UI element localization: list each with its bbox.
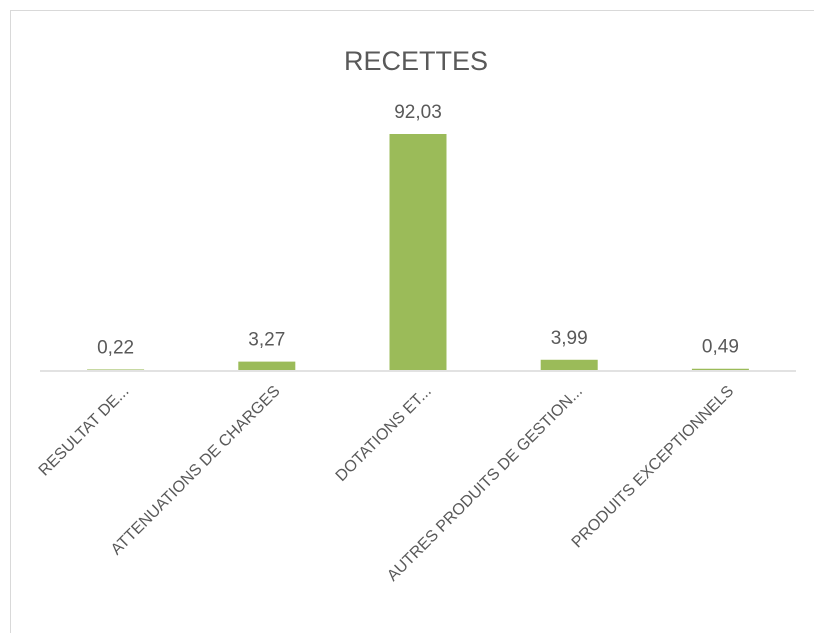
value-labels-layer: 0,22 3,27 92,03 3,99 0,49: [97, 102, 739, 358]
data-label-4: 3,99: [551, 328, 588, 349]
data-label-2: 3,27: [248, 330, 285, 351]
x-tick-label-1: RESULTAT DE...: [36, 383, 133, 480]
tick-labels-layer: RESULTAT DE...ATTENUATIONS DE CHARGES DOT…: [36, 383, 737, 585]
bar-1: [87, 369, 145, 370]
bar-4: [540, 359, 598, 370]
data-label-3: 92,03: [394, 102, 442, 123]
data-label-1: 0,22: [97, 337, 134, 358]
chart-title: RECETTES: [344, 46, 488, 76]
x-tick-label-2: ATTENUATIONS DE CHARGES: [108, 383, 284, 559]
x-tick-label-3: DOTATIONS ET...: [333, 383, 435, 485]
bars-layer: [87, 134, 749, 370]
x-tick-label-5: PRODUITS EXCEPTIONNELS: [569, 383, 738, 552]
bar-5: [691, 368, 749, 370]
bar-2: [238, 361, 296, 370]
data-label-5: 0,49: [702, 337, 739, 358]
bar-3: [389, 134, 447, 370]
